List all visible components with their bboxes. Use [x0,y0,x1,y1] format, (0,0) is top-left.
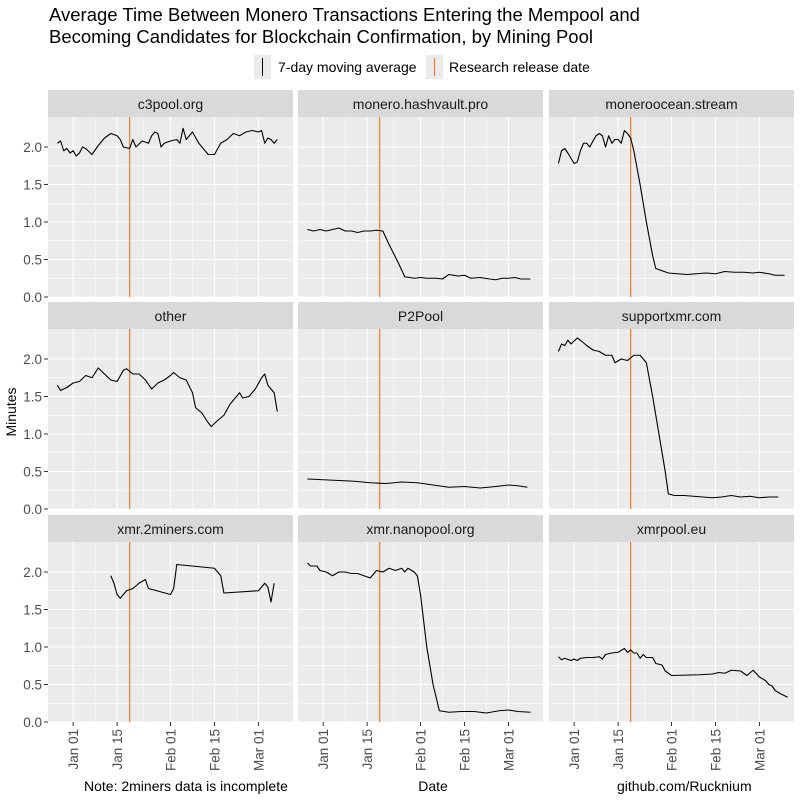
facet-strip-label: other [155,308,187,324]
facet-strip [298,302,543,329]
legend: 7-day moving average Research release da… [254,55,590,79]
x-tick-label: Jan 01 [66,729,81,770]
facet-panels: c3pool.org 0.0 0.5 1.0 1.5 2.0 monero.hashvaul… [23,90,794,771]
panel-xmrpool-eu: xmrpool.eu Jan 01 Jan 15 Feb 01 Feb 15 Mar 01 [549,515,794,771]
panel-monero-hashvault-pro: monero.hashvault.pro [298,90,543,298]
y-tick-label: 1.0 [23,427,42,442]
facet-strip [298,515,543,542]
moving-average-line [57,127,278,157]
y-tick-label: 1.5 [23,603,42,618]
y-tick-label: 0.0 [23,290,42,305]
x-tick-label: Feb 15 [457,729,472,771]
x-tick-label: Feb 15 [708,729,723,771]
x-tick-label: Jan 15 [611,729,626,770]
x-tick-label: Feb 01 [665,729,680,771]
x-tick-label: Feb 01 [414,729,429,771]
y-tick-label: 2.0 [23,140,42,155]
facet-strip [549,302,794,329]
facet-strip-label: c3pool.org [138,96,203,112]
facet-strip-label: monero.hashvault.pro [353,96,489,112]
panel-xmr-nanopool-org: xmr.nanopool.org Jan 01 Jan 15 Feb 01 Feb 15… [298,515,543,771]
x-tick-label: Jan 15 [360,729,375,770]
panel-supportxmr-com: supportxmr.com [549,302,794,510]
y-axis-label: Minutes [3,387,19,436]
legend-label-line: 7-day moving average [278,59,417,75]
facet-strip [549,515,794,542]
footer-credit: github.com/Rucknium [617,778,752,794]
panel-moneroocean-stream: moneroocean.stream [549,90,794,298]
chart-title-line-1: Average Time Between Monero Transactions… [49,4,640,25]
y-tick-label: 2.0 [23,352,42,367]
y-tick-label: 0.5 [23,465,42,480]
panel-c3pool-org: c3pool.org 0.0 0.5 1.0 1.5 2.0 [23,90,293,305]
y-tick-label: 1.0 [23,640,42,655]
legend-label-vline: Research release date [449,59,590,75]
facet-strip [48,90,293,117]
panel-p2pool: P2Pool [298,302,543,510]
x-axis-label: Date [418,778,448,794]
y-tick-label: 0.5 [23,678,42,693]
facet-strip-label: xmrpool.eu [637,521,706,537]
x-tick-label: Mar 01 [752,729,767,771]
facet-strip [48,515,293,542]
y-tick-label: 1.0 [23,215,42,230]
x-tick-label: Mar 01 [501,729,516,771]
moving-average-line [557,129,785,276]
panel-xmr-2miners-com: xmr.2miners.com 0.0 0.5 1.0 1.5 2.0 Jan 01 Jan … [23,515,293,771]
facet-strip [549,90,794,117]
x-tick-label: Feb 01 [164,729,179,771]
chart-title-line-2: Becoming Candidates for Blockchain Confi… [49,26,593,47]
moving-average-line [307,478,528,489]
facet-strip-label: moneroocean.stream [605,96,737,112]
y-tick-label: 1.5 [23,390,42,405]
facet-strip-label: supportxmr.com [622,308,722,324]
facet-strip-label: P2Pool [398,308,443,324]
y-tick-label: 0.0 [23,715,42,730]
footer-note: Note: 2miners data is incomplete [84,778,288,794]
moving-average-line [558,647,788,698]
y-tick-label: 1.5 [23,178,42,193]
y-tick-label: 0.5 [23,253,42,268]
y-tick-label: 0.0 [23,502,42,517]
x-tick-label: Jan 01 [316,729,331,770]
facet-strip [48,302,293,329]
y-tick-label: 2.0 [23,565,42,580]
moving-average-line [307,227,531,281]
panel-other: other 0.0 0.5 1.0 1.5 2.0 [23,302,293,517]
x-tick-label: Jan 01 [567,729,582,770]
moving-average-line [110,563,275,603]
moving-average-line [307,562,531,714]
moving-average-line [557,337,779,499]
facet-strip-label: xmr.2miners.com [117,521,224,537]
moving-average-line [56,367,278,428]
x-tick-label: Jan 15 [110,729,125,770]
x-tick-label: Feb 15 [207,729,222,771]
facet-strip [298,90,543,117]
facet-strip-label: xmr.nanopool.org [366,521,474,537]
x-tick-label: Mar 01 [251,729,266,771]
